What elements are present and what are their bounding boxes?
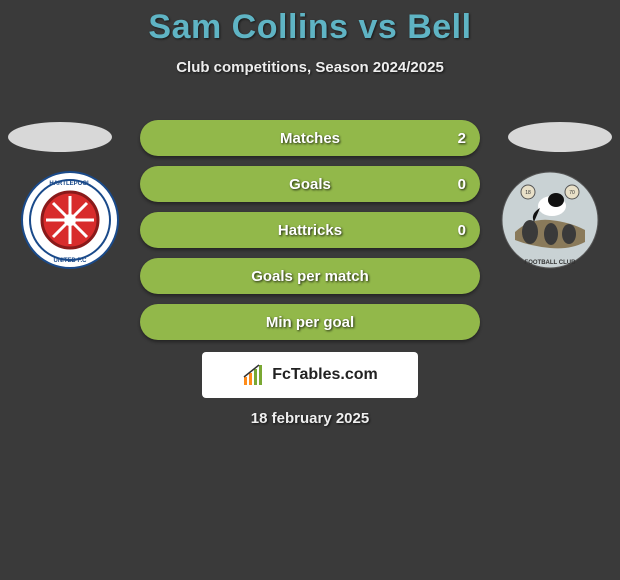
stat-pill-value: 0	[458, 222, 466, 239]
stat-pill-label: Goals	[289, 176, 331, 193]
stat-pill: Min per goal	[140, 304, 480, 340]
stat-pill-label: Matches	[280, 130, 340, 147]
fctables-logo-text: FcTables.com	[272, 366, 378, 384]
svg-text:70: 70	[569, 190, 575, 196]
player-shadow-right	[508, 122, 612, 152]
team-crest-right: 18 70 FOOTBALL CLUB	[500, 170, 600, 270]
stat-pill-label: Goals per match	[251, 268, 369, 285]
stat-pill-value: 0	[458, 176, 466, 193]
stat-pill: Matches 2	[140, 120, 480, 156]
comparison-title: Sam Collins vs Bell	[0, 0, 620, 47]
stat-pill-value: 2	[458, 130, 466, 147]
svg-text:18: 18	[525, 190, 531, 196]
stat-pill: Goals per match	[140, 258, 480, 294]
season-subtitle: Club competitions, Season 2024/2025	[0, 59, 620, 76]
opponent-crest-icon: 18 70 FOOTBALL CLUB	[500, 170, 600, 270]
chart-bars-icon	[242, 363, 266, 387]
hartlepool-crest-icon: HARTLEPOOL UNITED F.C	[20, 170, 120, 270]
comparison-date: 18 february 2025	[0, 410, 620, 427]
stat-pill: Hattricks 0	[140, 212, 480, 248]
stat-pill-label: Hattricks	[278, 222, 342, 239]
svg-text:HARTLEPOOL: HARTLEPOOL	[49, 181, 91, 187]
svg-text:FOOTBALL CLUB: FOOTBALL CLUB	[525, 260, 577, 266]
fctables-logo-box: FcTables.com	[202, 352, 418, 398]
stat-pill-label: Min per goal	[266, 314, 354, 331]
stat-pill: Goals 0	[140, 166, 480, 202]
team-crest-left: HARTLEPOOL UNITED F.C	[20, 170, 120, 270]
svg-text:UNITED F.C: UNITED F.C	[54, 258, 88, 264]
stat-pill-list: Matches 2 Goals 0 Hattricks 0 Goals per match M…	[140, 120, 480, 350]
player-shadow-left	[8, 122, 112, 152]
